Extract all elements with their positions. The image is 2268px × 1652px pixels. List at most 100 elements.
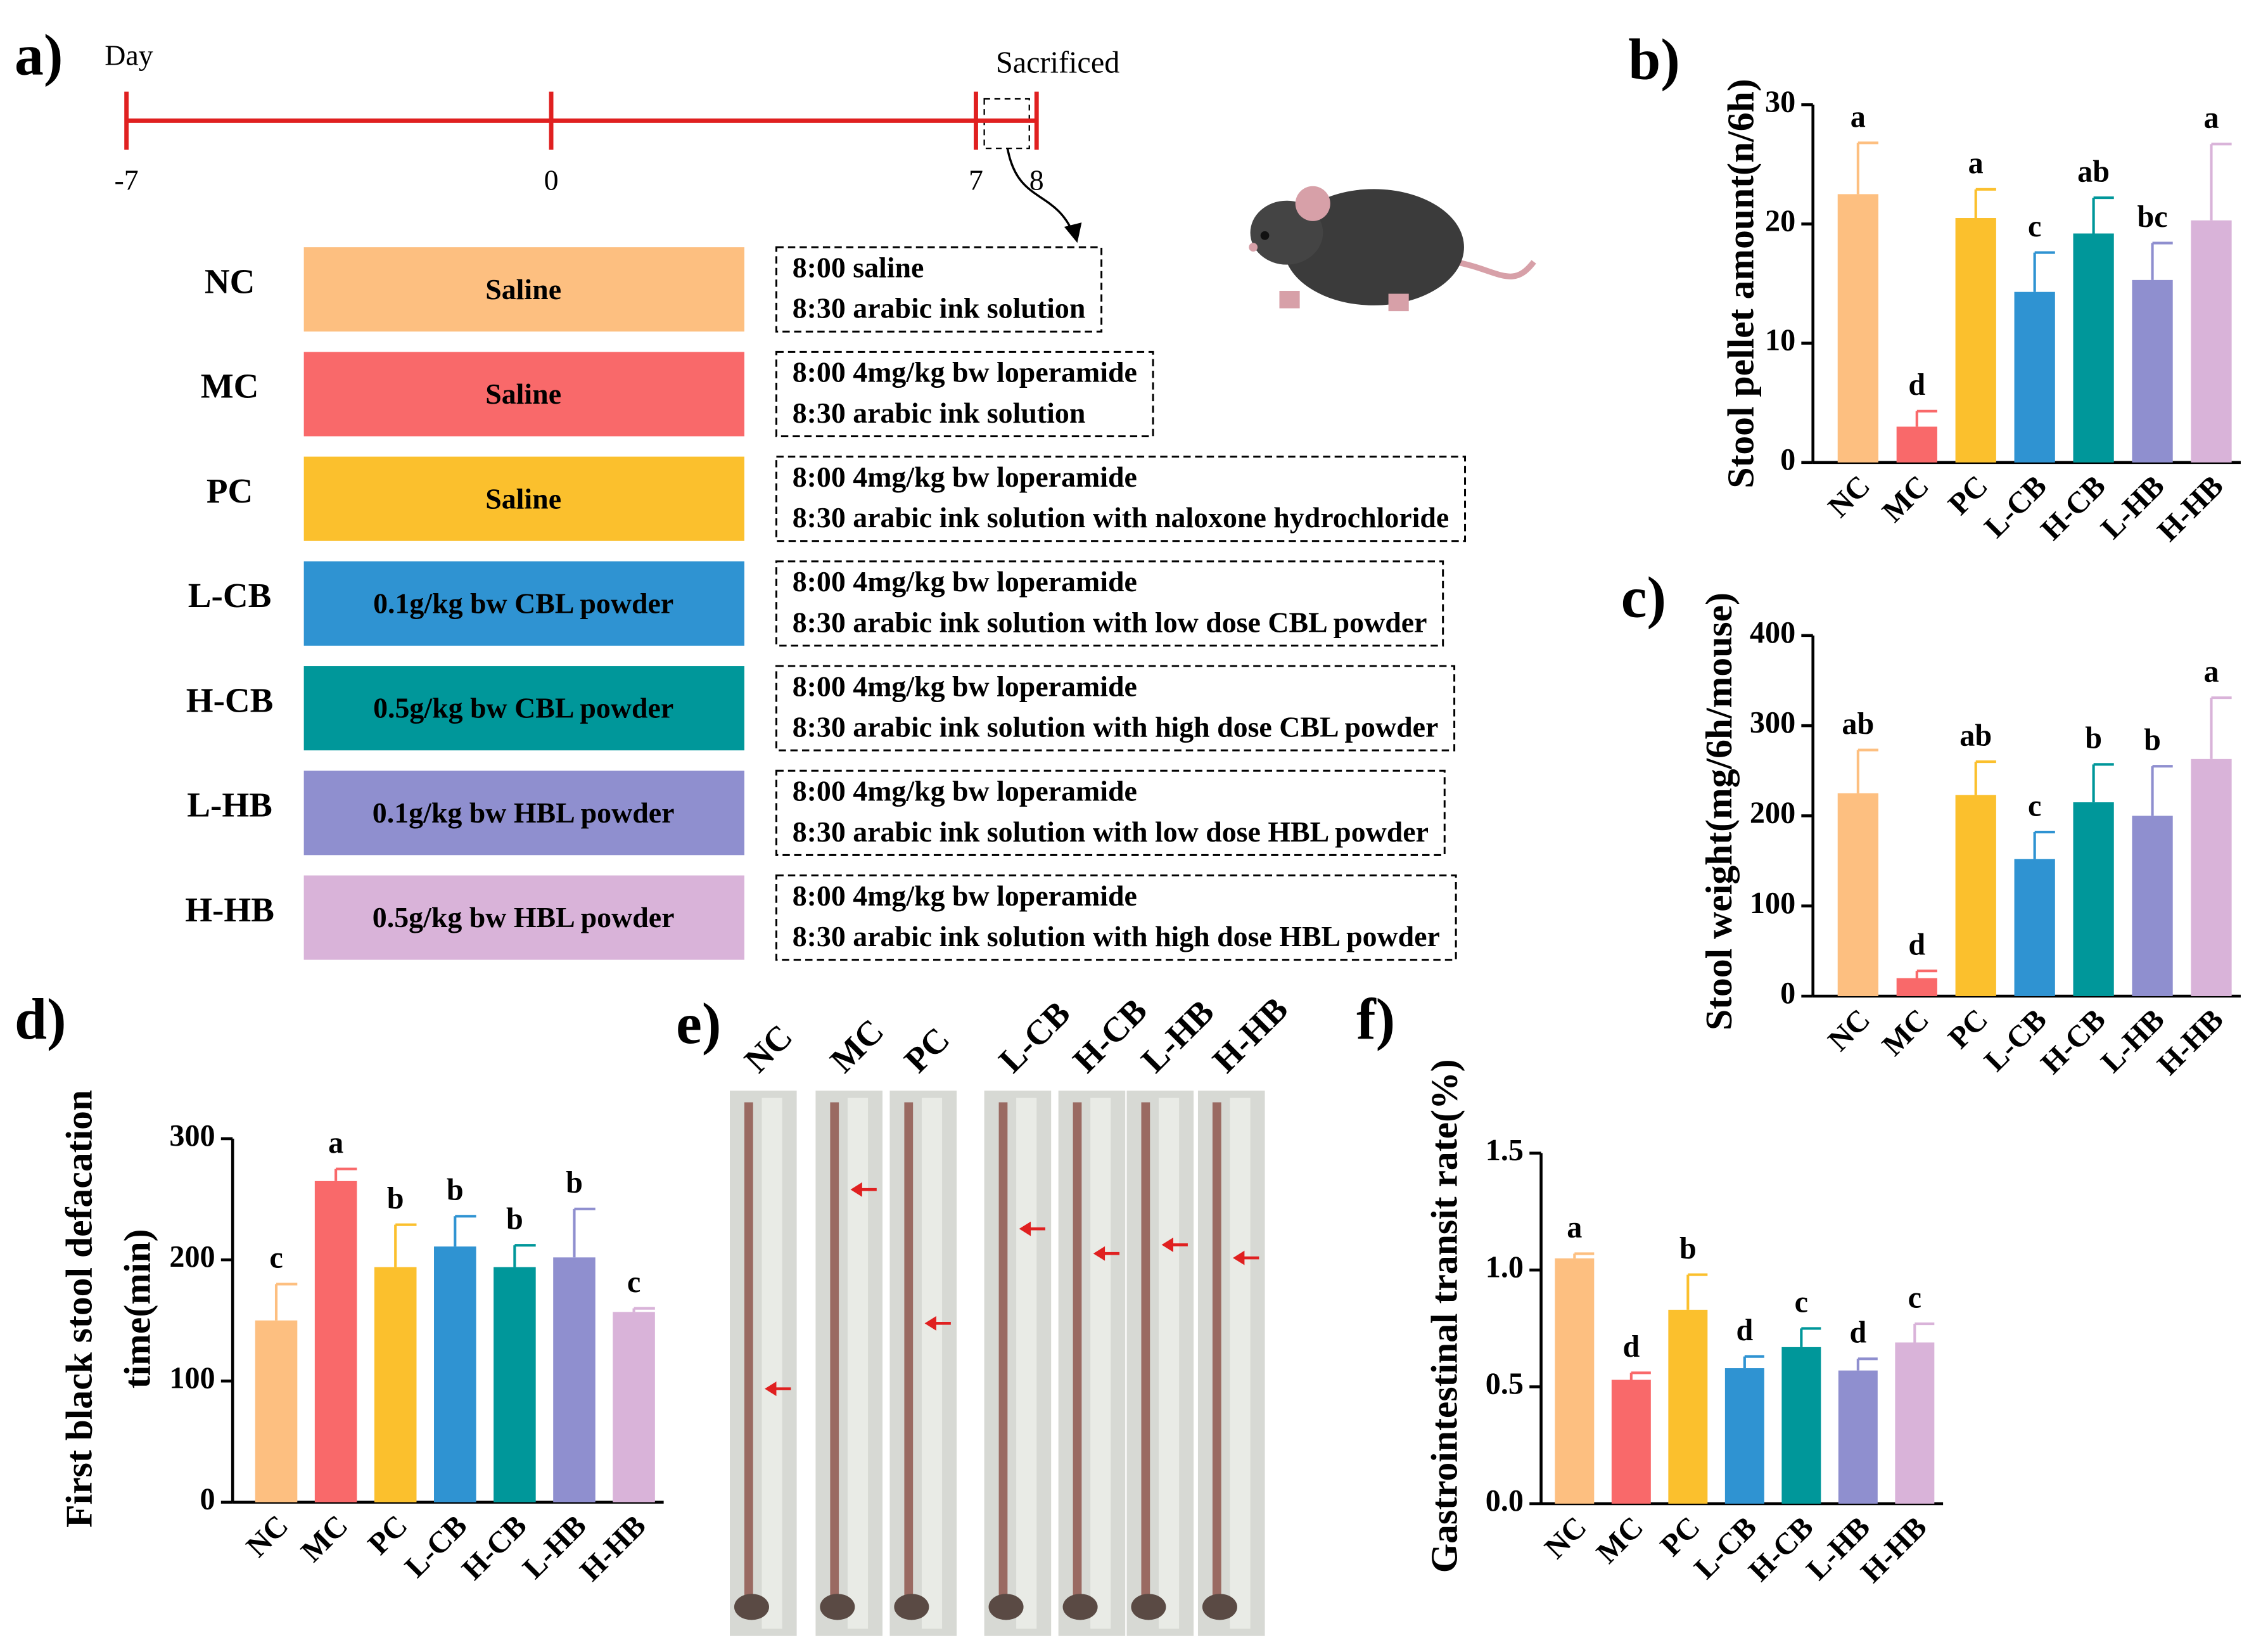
- significance-letter: b: [1679, 1232, 1697, 1265]
- y-tick-label: 1.5: [1486, 1134, 1524, 1167]
- bar: [1837, 793, 1878, 996]
- group-box: [303, 352, 744, 437]
- group-name: H-CB: [186, 681, 274, 719]
- protocol-line: 8:00 4mg/kg bw loperamide: [793, 461, 1137, 493]
- bar: [1781, 1347, 1821, 1504]
- bar: [2073, 233, 2114, 463]
- intestine: [744, 1102, 753, 1597]
- protocol-box: [775, 769, 1446, 856]
- x-tick-label: NC: [1538, 1510, 1593, 1565]
- photo-ruler: [1016, 1098, 1037, 1629]
- x-tick-label: L-CB: [1978, 1002, 2053, 1078]
- bar: [1555, 1258, 1595, 1504]
- arrow-head: [924, 1316, 936, 1331]
- photo-ruler: [761, 1098, 782, 1629]
- y-tick-label: 1.0: [1486, 1250, 1524, 1284]
- bar: [553, 1257, 596, 1502]
- group-box: [303, 771, 744, 855]
- x-tick-label: NC: [1822, 469, 1877, 524]
- intestine: [830, 1102, 839, 1597]
- cecum: [1202, 1594, 1237, 1620]
- protocol-line: 8:30 arabic ink solution: [793, 397, 1086, 429]
- arrow-head: [850, 1182, 862, 1197]
- significance-letter: d: [1736, 1314, 1753, 1347]
- significance-letter: c: [1908, 1281, 1921, 1314]
- significance-letter: a: [1968, 146, 1984, 180]
- bar: [374, 1267, 417, 1502]
- bar: [2132, 816, 2173, 996]
- x-tick-label: L-HB: [2094, 469, 2171, 546]
- group-name: MC: [201, 367, 259, 406]
- bar: [2191, 759, 2232, 996]
- significance-letter: d: [1908, 928, 1925, 962]
- protocol-box: [775, 456, 1467, 542]
- y-tick-label: 30: [1765, 85, 1795, 118]
- y-tick-label: 200: [169, 1240, 215, 1274]
- photo-label: H-CB: [1066, 991, 1154, 1080]
- x-tick-label: MC: [1876, 1002, 1935, 1062]
- timeline-tick-label: -7: [115, 164, 139, 196]
- group-treatment: 0.1g/kg bw HBL powder: [373, 797, 675, 829]
- timeline-tick-label: 8: [1029, 164, 1044, 196]
- x-tick-label: H-CB: [2034, 469, 2112, 547]
- y-tick-label: 0: [1780, 443, 1795, 477]
- significance-letter: d: [1849, 1316, 1866, 1350]
- significance-letter: b: [2085, 722, 2102, 755]
- bar: [255, 1320, 298, 1502]
- y-axis-label: Gastrointestinal transit rate(%): [1423, 1059, 1465, 1573]
- bar: [1611, 1380, 1651, 1504]
- photo-label: L-HB: [1134, 992, 1221, 1080]
- sacrifice-window: [983, 98, 1030, 150]
- protocol-line: 8:30 arabic ink solution with high dose …: [793, 711, 1439, 743]
- x-tick-label: NC: [1822, 1002, 1877, 1058]
- intestine: [1212, 1102, 1221, 1597]
- bar: [1837, 194, 1878, 463]
- photo-ruler: [1090, 1098, 1111, 1629]
- y-axis-label: Stool weight(mg/6h/mouse): [1698, 592, 1740, 1030]
- cecum: [988, 1594, 1024, 1620]
- y-tick-label: 300: [169, 1119, 215, 1153]
- arrow-head: [1019, 1221, 1031, 1236]
- bar: [1724, 1368, 1764, 1504]
- group-box: [303, 456, 744, 541]
- significance-letter: c: [1795, 1286, 1808, 1319]
- protocol-box: [775, 246, 1103, 333]
- protocol-line: 8:00 4mg/kg bw loperamide: [793, 670, 1137, 702]
- bar: [2132, 279, 2173, 463]
- bar: [494, 1267, 536, 1502]
- group-name: H-HB: [185, 890, 274, 929]
- protocol-line: 8:00 4mg/kg bw loperamide: [793, 565, 1137, 598]
- significance-letter: d: [1908, 368, 1925, 402]
- x-tick-label: H-CB: [2034, 1002, 2112, 1080]
- group-treatment: Saline: [485, 273, 561, 305]
- y-tick-label: 0: [200, 1483, 215, 1516]
- intestine: [904, 1102, 914, 1597]
- group-box: [303, 247, 744, 332]
- intestine: [998, 1102, 1008, 1597]
- x-tick-label: MC: [1590, 1510, 1650, 1570]
- group-box: [303, 666, 744, 751]
- timeline-label: Day: [105, 39, 153, 71]
- significance-letter: b: [506, 1203, 523, 1236]
- protocol-box: [775, 560, 1444, 647]
- mouse: [1249, 186, 1536, 312]
- y-tick-label: 200: [1750, 796, 1795, 829]
- significance-letter: c: [2028, 789, 2041, 823]
- photo-label: NC: [737, 1017, 800, 1080]
- significance-letter: ab: [2077, 155, 2110, 188]
- x-tick-label: H-CB: [1742, 1510, 1820, 1588]
- x-tick-label: L-HB: [516, 1509, 593, 1585]
- bar: [613, 1312, 655, 1502]
- significance-letter: bc: [2137, 200, 2167, 234]
- protocol-line: 8:00 saline: [793, 251, 924, 283]
- significance-letter: a: [2203, 655, 2219, 688]
- bar: [1668, 1309, 1708, 1504]
- bar: [1895, 1342, 1935, 1504]
- photo-label: PC: [896, 1020, 957, 1080]
- y-tick-label: 20: [1765, 204, 1795, 238]
- cecum: [1131, 1594, 1166, 1620]
- group-treatment: 0.5g/kg bw HBL powder: [373, 901, 675, 933]
- y-tick-label: 0: [1780, 976, 1795, 1010]
- cecum: [820, 1594, 855, 1620]
